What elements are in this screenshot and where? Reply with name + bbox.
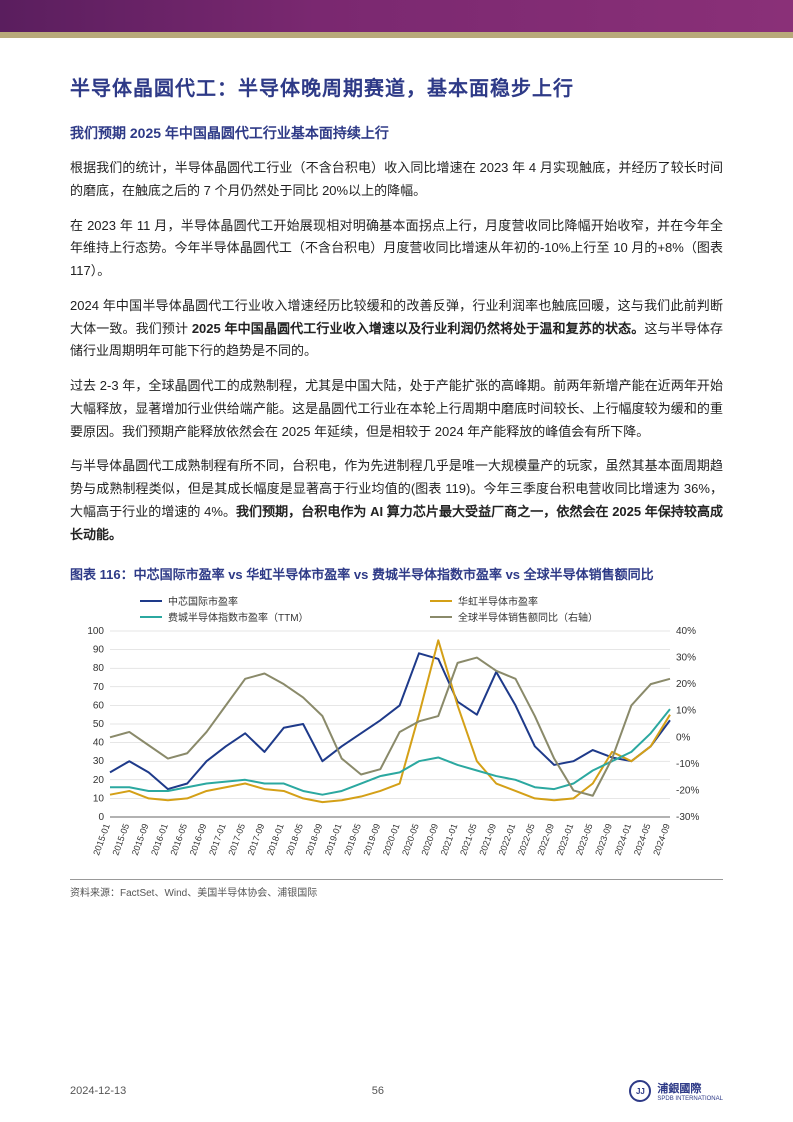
svg-text:20: 20 <box>93 775 105 786</box>
svg-text:华虹半导体市盈率: 华虹半导体市盈率 <box>458 595 538 608</box>
svg-text:2022-05: 2022-05 <box>516 823 537 857</box>
chart-116: 中芯国际市盈率 华虹半导体市盈率费城半导体指数市盈率（TTM） 全球半导体销售额同比… <box>70 593 720 873</box>
svg-text:-30%: -30% <box>676 812 699 823</box>
logo-company-sub: SPDB INTERNATIONAL <box>657 1096 723 1102</box>
paragraph: 2024 年中国半导体晶圆代工行业收入增速经历比较缓和的改善反弹，行业利润率也触… <box>70 295 723 363</box>
page-title: 半导体晶圆代工：半导体晚周期赛道，基本面稳步上行 <box>70 72 723 101</box>
content-area: 半导体晶圆代工：半导体晚周期赛道，基本面稳步上行 我们预期 2025 年中国晶圆… <box>0 32 793 899</box>
svg-text:2023-09: 2023-09 <box>593 823 614 857</box>
svg-text:费城半导体指数市盈率（TTM）: 费城半导体指数市盈率（TTM） <box>168 611 309 624</box>
svg-text:2021-09: 2021-09 <box>477 823 498 857</box>
svg-text:2020-01: 2020-01 <box>381 823 402 857</box>
svg-text:2016-09: 2016-09 <box>188 823 209 857</box>
svg-text:全球半导体销售额同比（右轴）: 全球半导体销售额同比（右轴） <box>458 611 598 624</box>
svg-text:80: 80 <box>93 663 105 674</box>
paragraph: 在 2023 年 11 月，半导体晶圆代工开始展现相对明确基本面拐点上行，月度营… <box>70 215 723 283</box>
svg-text:2024-05: 2024-05 <box>632 823 653 857</box>
svg-text:2015-01: 2015-01 <box>91 823 112 857</box>
svg-text:40%: 40% <box>676 626 696 637</box>
paragraph: 过去 2-3 年，全球晶圆代工的成熟制程，尤其是中国大陆，处于产能扩张的高峰期。… <box>70 375 723 443</box>
svg-text:2016-05: 2016-05 <box>168 823 189 857</box>
svg-text:2024-01: 2024-01 <box>613 823 634 857</box>
svg-text:2019-01: 2019-01 <box>323 823 344 857</box>
footer-logo: JJ 浦銀國際 SPDB INTERNATIONAL <box>629 1080 723 1102</box>
paragraph: 与半导体晶圆代工成熟制程有所不同，台积电，作为先进制程几乎是唯一大规模量产的玩家… <box>70 455 723 546</box>
svg-text:2015-09: 2015-09 <box>130 823 151 857</box>
svg-text:2024-09: 2024-09 <box>651 823 672 857</box>
svg-text:2017-05: 2017-05 <box>226 823 247 857</box>
svg-text:0: 0 <box>98 812 104 823</box>
svg-text:-20%: -20% <box>676 786 699 797</box>
svg-text:2015-05: 2015-05 <box>110 823 131 857</box>
svg-text:2022-09: 2022-09 <box>535 823 556 857</box>
svg-text:2020-09: 2020-09 <box>419 823 440 857</box>
footer-page-number: 56 <box>372 1085 384 1097</box>
logo-company: 浦銀國際 <box>657 1080 723 1096</box>
svg-text:2018-01: 2018-01 <box>265 823 286 857</box>
svg-text:2019-09: 2019-09 <box>362 823 383 857</box>
page-footer: 2024-12-13 56 JJ 浦銀國際 SPDB INTERNATIONAL <box>70 1080 723 1102</box>
svg-text:10%: 10% <box>676 706 696 717</box>
footer-date: 2024-12-13 <box>70 1085 126 1097</box>
svg-text:0%: 0% <box>676 733 691 744</box>
svg-text:2021-05: 2021-05 <box>458 823 479 857</box>
svg-text:2021-01: 2021-01 <box>439 823 460 857</box>
body-paragraphs: 根据我们的统计，半导体晶圆代工行业（不含台积电）收入同比增速在 2023 年 4… <box>70 157 723 546</box>
svg-text:-10%: -10% <box>676 759 699 770</box>
section-subtitle: 我们预期 2025 年中国晶圆代工行业基本面持续上行 <box>70 123 723 143</box>
logo-icon: JJ <box>629 1080 651 1102</box>
svg-text:90: 90 <box>93 645 105 656</box>
svg-text:2022-01: 2022-01 <box>497 823 518 857</box>
svg-text:2017-01: 2017-01 <box>207 823 228 857</box>
svg-text:10: 10 <box>93 794 105 805</box>
svg-text:2018-09: 2018-09 <box>304 823 325 857</box>
svg-text:2016-01: 2016-01 <box>149 823 170 857</box>
paragraph: 根据我们的统计，半导体晶圆代工行业（不含台积电）收入同比增速在 2023 年 4… <box>70 157 723 203</box>
svg-text:30: 30 <box>93 756 105 767</box>
svg-text:2017-09: 2017-09 <box>246 823 267 857</box>
svg-text:2018-05: 2018-05 <box>284 823 305 857</box>
svg-text:60: 60 <box>93 701 105 712</box>
svg-text:30%: 30% <box>676 653 696 664</box>
svg-text:2019-05: 2019-05 <box>342 823 363 857</box>
svg-text:40: 40 <box>93 738 105 749</box>
svg-text:100: 100 <box>87 626 104 637</box>
svg-text:2023-05: 2023-05 <box>574 823 595 857</box>
svg-text:70: 70 <box>93 682 105 693</box>
chart-source: 资料来源：FactSet、Wind、美国半导体协会、浦银国际 <box>70 879 723 899</box>
chart-title: 图表 116：中芯国际市盈率 vs 华虹半导体市盈率 vs 费城半导体指数市盈率… <box>70 564 723 583</box>
svg-text:2020-05: 2020-05 <box>400 823 421 857</box>
svg-text:50: 50 <box>93 719 105 730</box>
svg-text:中芯国际市盈率: 中芯国际市盈率 <box>168 595 238 608</box>
chart-svg: 中芯国际市盈率 华虹半导体市盈率费城半导体指数市盈率（TTM） 全球半导体销售额同比… <box>70 593 720 873</box>
svg-text:2023-01: 2023-01 <box>555 823 576 857</box>
svg-text:20%: 20% <box>676 679 696 690</box>
header-band <box>0 0 793 32</box>
